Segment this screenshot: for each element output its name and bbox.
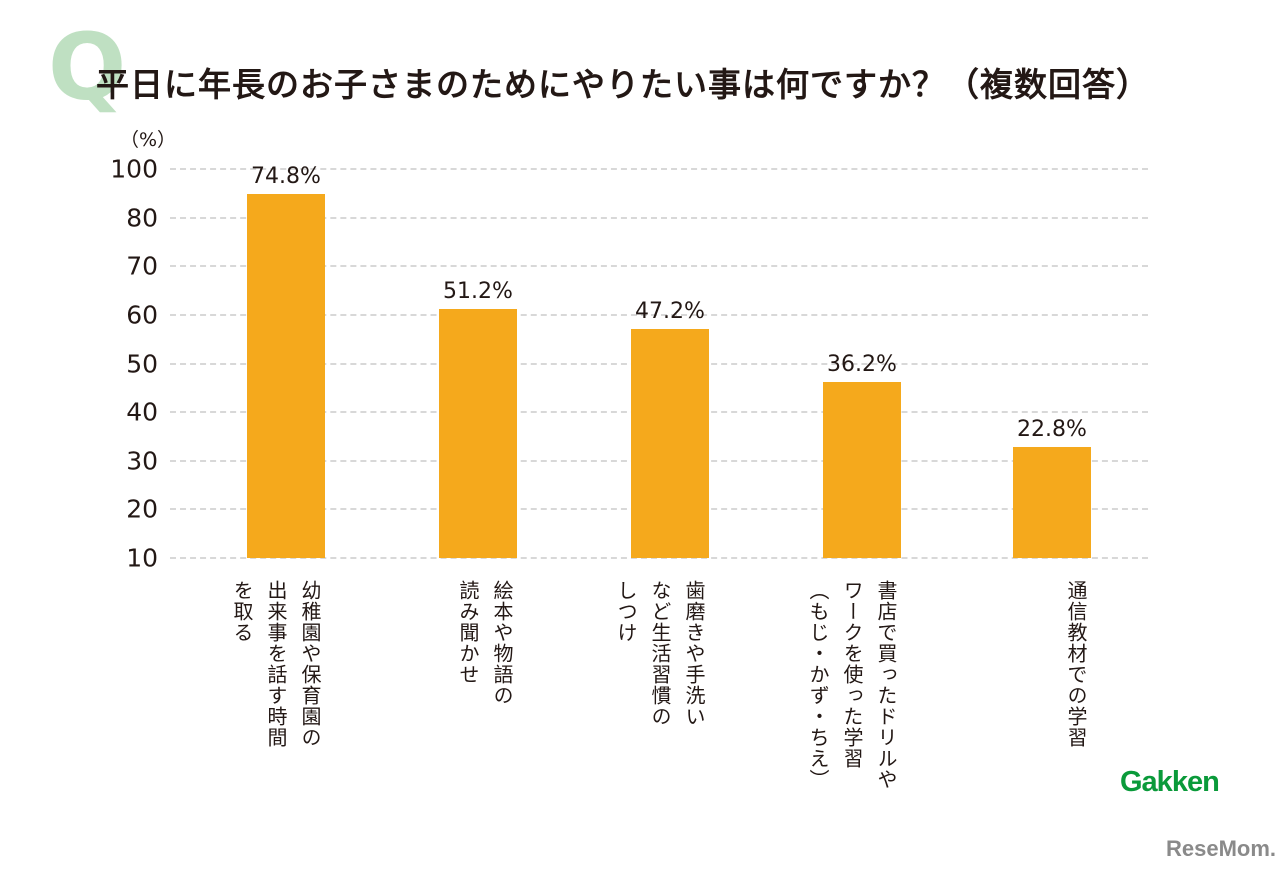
y-tick-label: 30 — [126, 446, 158, 476]
y-tick-label: 50 — [126, 349, 158, 379]
data-label: 22.8% — [1017, 417, 1087, 443]
bar — [247, 194, 325, 558]
chart-title: 平日に年長のお子さまのためにやりたい事は何ですか？（複数回答） — [96, 65, 1150, 104]
x-category-label: 歯磨きや手洗い など生活習慣の しつけ — [614, 580, 706, 727]
gridline — [170, 168, 1148, 171]
y-tick-label: 40 — [126, 397, 158, 427]
y-tick-label: 100 — [110, 154, 158, 184]
bar — [823, 382, 901, 558]
x-category-label: 絵本や物語の 読み聞かせ — [456, 580, 514, 706]
y-axis-unit: （%） — [120, 129, 177, 151]
x-category-label: 通信教材での学習 — [1064, 580, 1088, 748]
q-mark: Q — [48, 14, 127, 121]
x-category-label: 幼稚園や保育園の 出来事を話す時間 を取る — [230, 580, 322, 748]
bar — [439, 309, 517, 558]
y-tick-label: 60 — [126, 300, 158, 330]
data-label: 47.2% — [635, 298, 705, 324]
gridline — [170, 314, 1148, 316]
bar — [631, 328, 709, 558]
y-tick-label: 10 — [126, 543, 158, 573]
data-label: 51.2% — [443, 279, 513, 305]
y-tick-label: 20 — [126, 494, 158, 524]
data-label: 36.2% — [827, 352, 897, 378]
x-category-label: 書店で買ったドリルや ワークを使った学習 （もじ・かず・ちえ） — [806, 580, 898, 790]
y-tick-label: 80 — [126, 203, 158, 233]
data-label: 74.8% — [251, 164, 321, 190]
resemom-logo: ReseMom. — [1166, 836, 1277, 861]
gridline — [170, 557, 1148, 559]
bar — [1013, 447, 1091, 558]
y-tick-label: 70 — [126, 251, 158, 281]
gridline — [170, 265, 1148, 268]
gakken-logo: Gakken — [1120, 766, 1220, 798]
gridline — [170, 216, 1148, 219]
